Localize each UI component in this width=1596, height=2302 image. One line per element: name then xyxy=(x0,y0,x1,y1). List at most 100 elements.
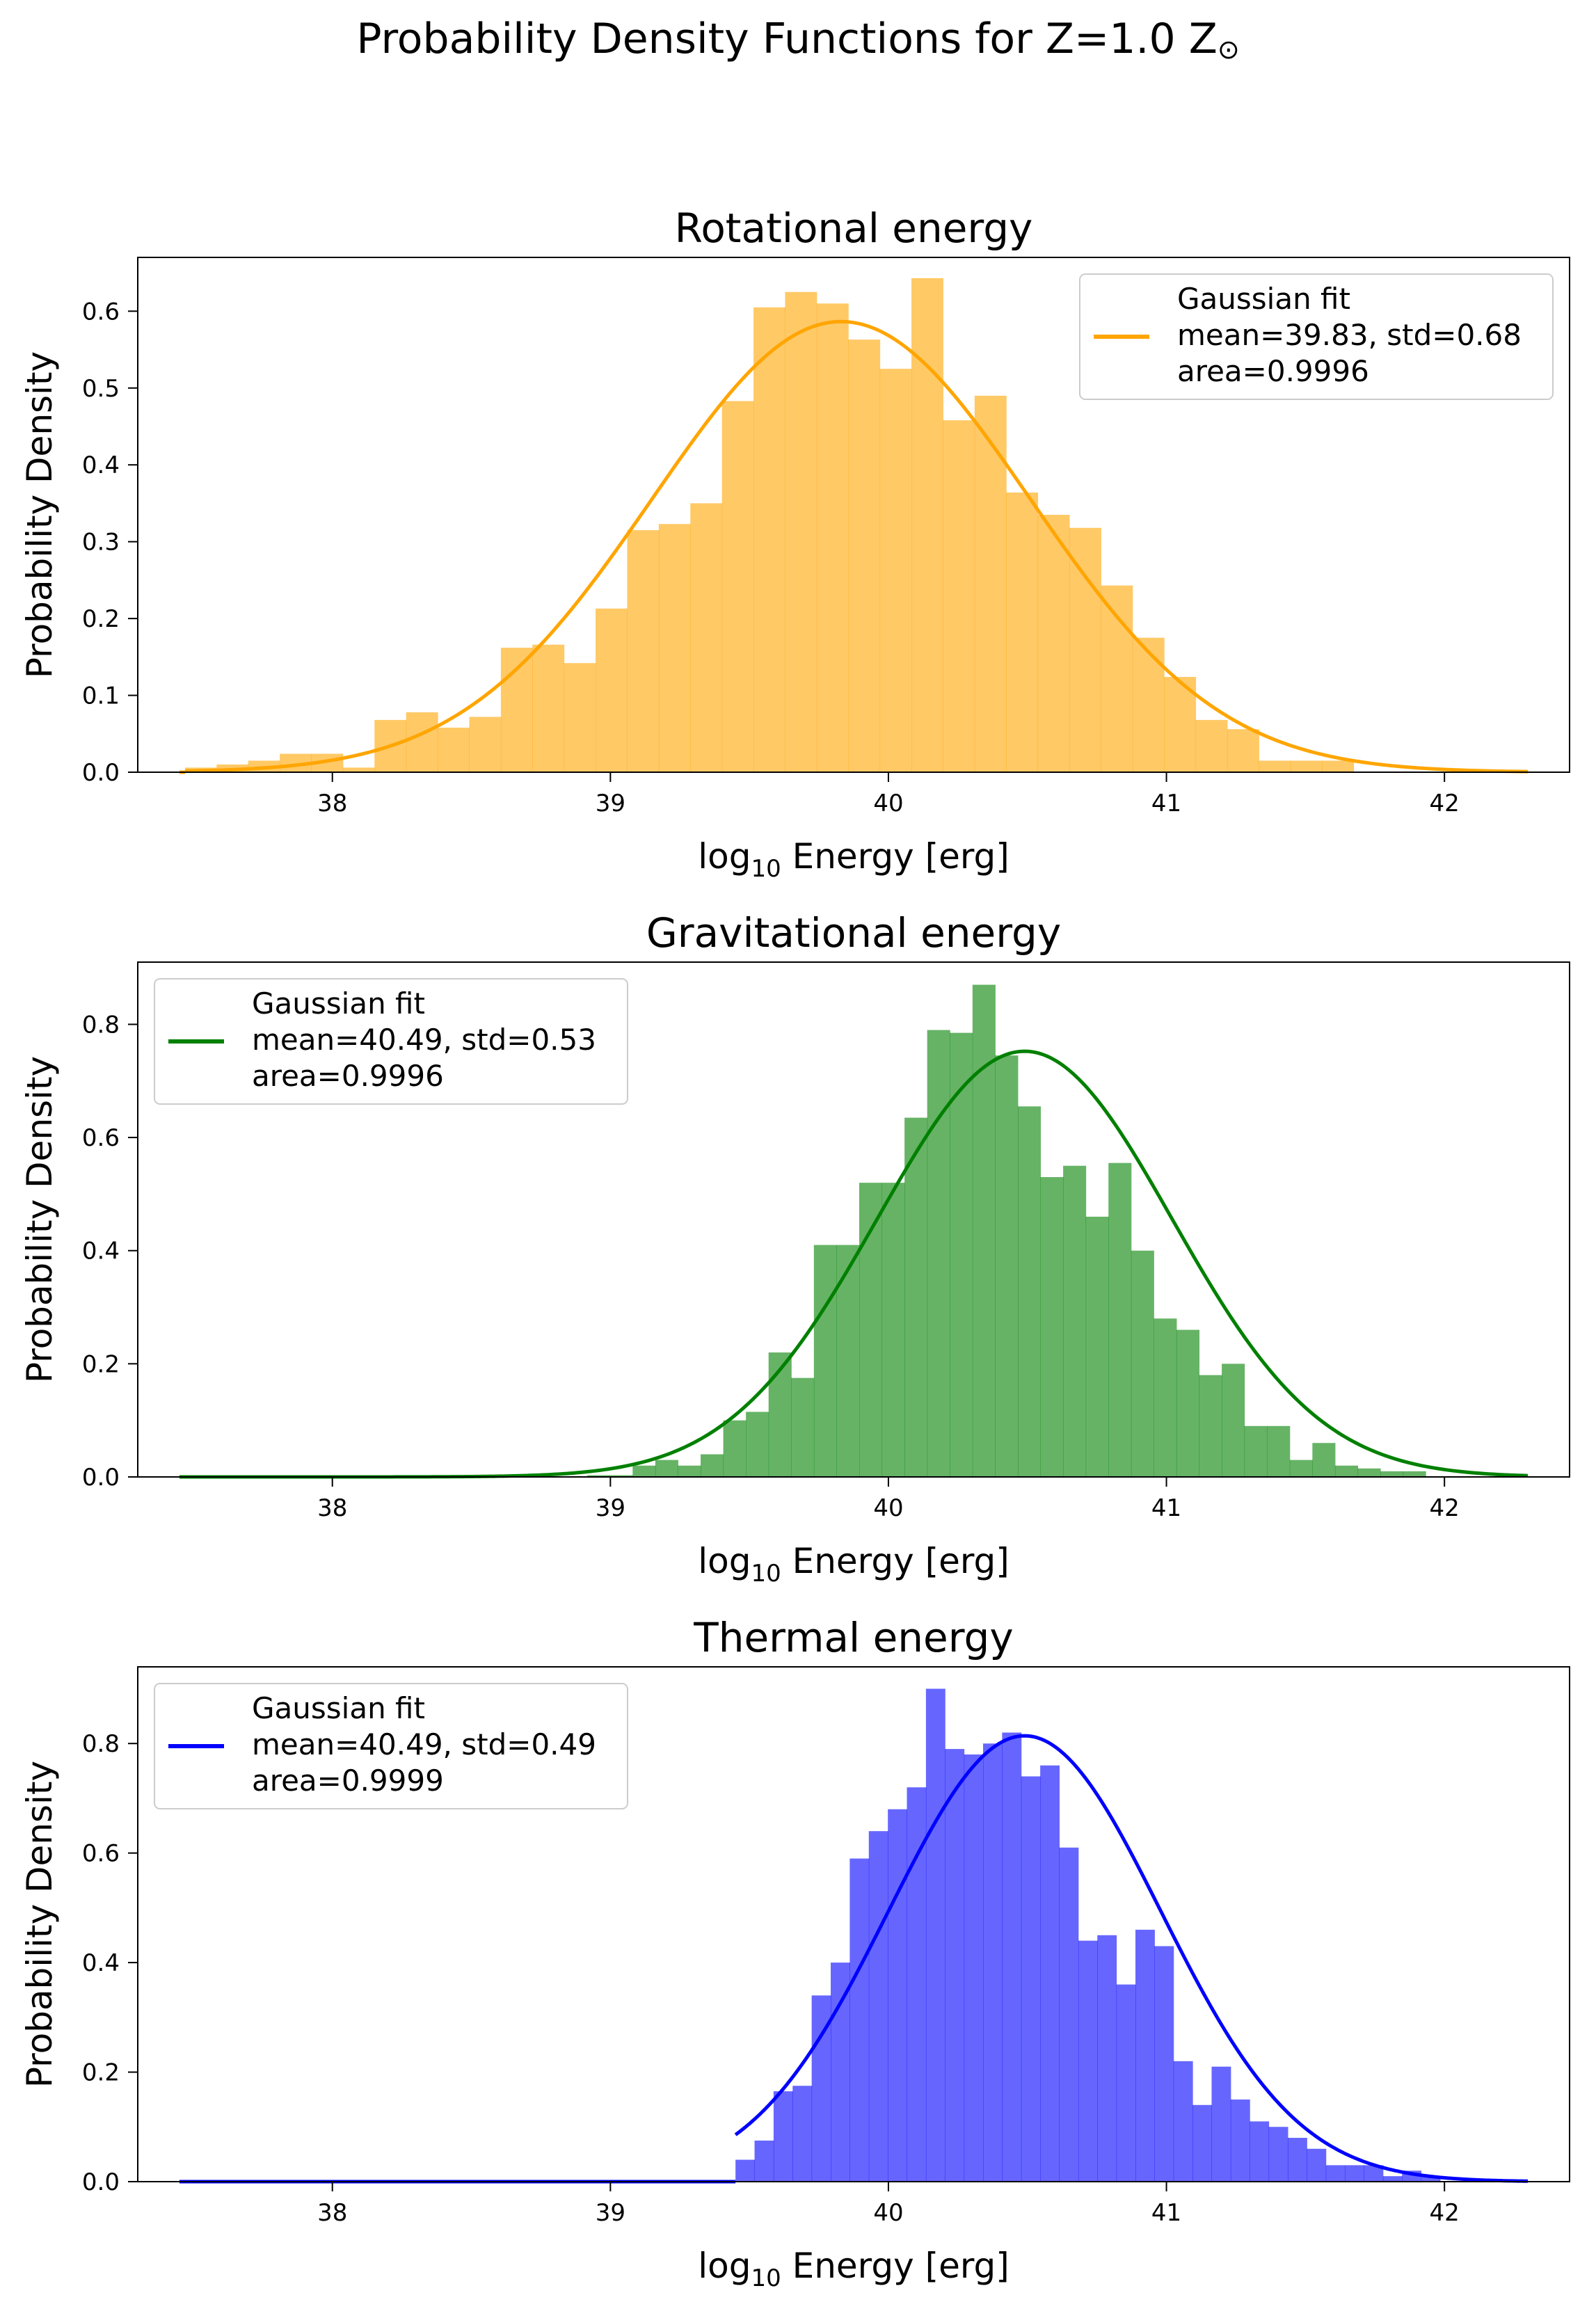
histogram-bar xyxy=(1364,2165,1384,2182)
histogram-bar xyxy=(911,278,943,772)
panel-title: Rotational energy xyxy=(675,205,1033,252)
histogram-bar xyxy=(1108,1162,1132,1477)
histogram-bar xyxy=(1063,1165,1087,1477)
y-tick-label: 0.6 xyxy=(82,1124,120,1152)
histogram-bar xyxy=(1069,527,1101,772)
histogram-bar xyxy=(1006,492,1039,772)
y-tick-label: 0.2 xyxy=(82,2059,120,2087)
histogram-bar xyxy=(904,1117,928,1477)
histogram-bar xyxy=(1267,1425,1291,1477)
axes-frame xyxy=(137,257,1570,773)
legend-frame xyxy=(154,1683,628,1809)
histogram-bar xyxy=(768,1352,792,1477)
x-tick-label: 38 xyxy=(317,2199,347,2227)
y-tick-label: 0.8 xyxy=(82,1730,120,1758)
histogram-bar xyxy=(564,663,596,772)
x-axis: 38 39 40 41 42 xyxy=(317,1477,1460,1522)
legend-text-2: mean=40.49, std=0.53 xyxy=(252,1023,596,1057)
x-axis-label-log: log xyxy=(698,836,751,877)
histogram-bar xyxy=(1230,2099,1250,2182)
legend-text-3: area=0.9996 xyxy=(1177,354,1369,388)
x-tick-label: 39 xyxy=(596,790,625,817)
histogram-bar xyxy=(469,717,502,772)
x-axis-label-subscript: 10 xyxy=(751,2264,781,2292)
histogram-bar xyxy=(1287,2138,1307,2182)
x-tick-label: 41 xyxy=(1151,790,1181,817)
histogram-bar xyxy=(1040,1765,1060,2182)
histogram-bar xyxy=(655,1460,678,1477)
x-tick-label: 41 xyxy=(1151,1494,1181,1522)
x-tick-label: 42 xyxy=(1430,1494,1460,1522)
histogram-bar xyxy=(1289,1460,1313,1477)
histogram-bar xyxy=(792,2086,813,2182)
histogram-bar xyxy=(1211,2066,1231,2182)
histogram-bar xyxy=(690,503,723,772)
histogram-bar xyxy=(1195,719,1228,772)
histogram-bar xyxy=(1192,2104,1212,2182)
histogram-bar xyxy=(848,339,881,773)
histogram-bar xyxy=(532,644,565,772)
histogram-bar xyxy=(632,1465,656,1477)
histogram-bar xyxy=(813,1245,837,1477)
legend-text-1: Gaussian fit xyxy=(252,1691,425,1725)
x-axis: 38 39 40 41 42 xyxy=(317,2182,1460,2227)
histogram-bar xyxy=(1002,1732,1022,2182)
x-axis-label-unit: Energy [erg] xyxy=(781,836,1010,877)
y-tick-label: 0.8 xyxy=(82,1011,120,1039)
y-tick-label: 0.4 xyxy=(82,1238,120,1265)
histogram-bar xyxy=(1097,1935,1117,2182)
histogram-bar xyxy=(342,767,375,772)
x-tick-label: 40 xyxy=(873,1494,903,1522)
x-axis-label: log10 Energy [erg] xyxy=(698,836,1010,883)
histogram-bar xyxy=(627,530,660,772)
y-tick-label: 0.0 xyxy=(82,2168,120,2196)
histogram-bar xyxy=(927,1030,950,1477)
panel-title: Thermal energy xyxy=(693,1614,1013,1661)
histogram-bar xyxy=(1040,1177,1064,1477)
x-axis-label-unit: Energy [erg] xyxy=(781,1541,1010,1581)
histogram-bar xyxy=(609,1475,633,1477)
x-axis-label: log10 Energy [erg] xyxy=(698,1541,1010,1588)
histogram-bar xyxy=(1307,2148,1327,2182)
histogram-bar xyxy=(1403,1471,1426,1477)
histogram-bar xyxy=(596,608,628,772)
histogram-bar xyxy=(1268,2127,1288,2182)
x-tick-label: 40 xyxy=(873,790,903,817)
histogram-bar xyxy=(995,1055,1019,1477)
histogram-bar xyxy=(1345,2165,1364,2182)
histogram-bar xyxy=(1322,760,1355,772)
histogram-bar xyxy=(879,369,912,772)
legend-text-1: Gaussian fit xyxy=(1177,282,1350,316)
y-axis-label: Probability Density xyxy=(19,351,60,678)
histogram-bar xyxy=(831,1963,850,2182)
histogram-bar xyxy=(1421,2176,1441,2182)
histogram-bar xyxy=(1017,1106,1042,1477)
y-tick-label: 0.2 xyxy=(82,605,120,633)
histogram-bar xyxy=(1059,1847,1079,2182)
histogram-bar xyxy=(950,1032,973,1477)
x-tick-label: 42 xyxy=(1430,2199,1460,2227)
y-tick-label: 0.1 xyxy=(82,682,120,710)
histogram-bar xyxy=(1116,1984,1136,2182)
legend-text-3: area=0.9996 xyxy=(252,1059,444,1093)
y-tick-label: 0.3 xyxy=(82,529,120,557)
histogram-bar xyxy=(438,727,470,772)
legend-frame xyxy=(1079,273,1554,400)
x-axis-label-log: log xyxy=(698,1541,751,1581)
histogram-bar xyxy=(1334,1465,1358,1477)
histogram-bar xyxy=(972,984,996,1477)
figure-suptitle: Probability Density Functions for Z=1.0 … xyxy=(356,15,1239,65)
panel-3: Thermal energy 38 39 40 41 42 0.0 0.2 0.4 0.6 0.8 l… xyxy=(19,1614,1570,2292)
histogram-bar xyxy=(785,291,817,772)
histogram-bar xyxy=(1312,1443,1336,1477)
legend-text-2: mean=40.49, std=0.49 xyxy=(252,1727,596,1761)
histogram-bar xyxy=(849,1858,870,2182)
histogram-bar xyxy=(945,1749,965,2182)
histogram-bar xyxy=(658,524,691,772)
histogram-bar xyxy=(925,1688,945,2182)
histogram-bar xyxy=(816,303,849,772)
